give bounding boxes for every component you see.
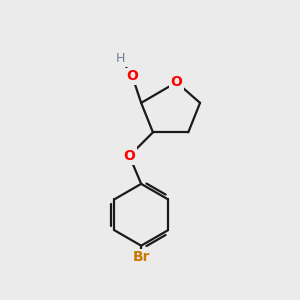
Text: O: O	[124, 149, 135, 163]
Text: O: O	[171, 75, 182, 89]
Text: Br: Br	[132, 250, 150, 265]
Text: H: H	[116, 52, 125, 65]
Text: O: O	[126, 69, 138, 83]
